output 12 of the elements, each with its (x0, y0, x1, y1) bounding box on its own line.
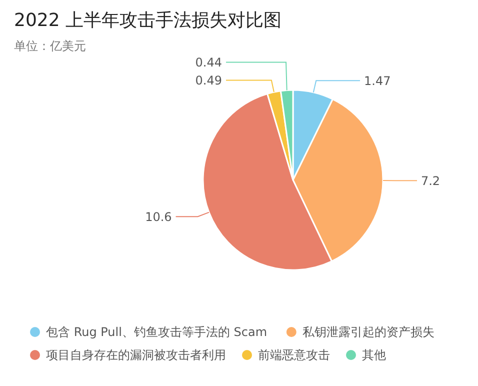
data-label: 1.47 (364, 74, 391, 88)
chart-title: 2022 上半年攻击手法损失对比图 (14, 10, 282, 31)
data-label: 10.6 (145, 210, 172, 224)
legend-label: 其他 (362, 348, 386, 362)
chart-subtitle: 单位：亿美元 (14, 39, 86, 53)
data-label: 0.44 (195, 56, 222, 70)
data-label: 7.2 (421, 174, 440, 188)
data-label: 0.49 (195, 74, 222, 88)
legend-label: 项目自身存在的漏洞被攻击者利用 (46, 348, 226, 362)
legend-label: 包含 Rug Pull、钓鱼攻击等手法的 Scam (46, 325, 268, 340)
legend-label: 私钥泄露引起的资产损失 (302, 325, 434, 340)
legend-label: 前端恶意攻击 (258, 348, 330, 362)
